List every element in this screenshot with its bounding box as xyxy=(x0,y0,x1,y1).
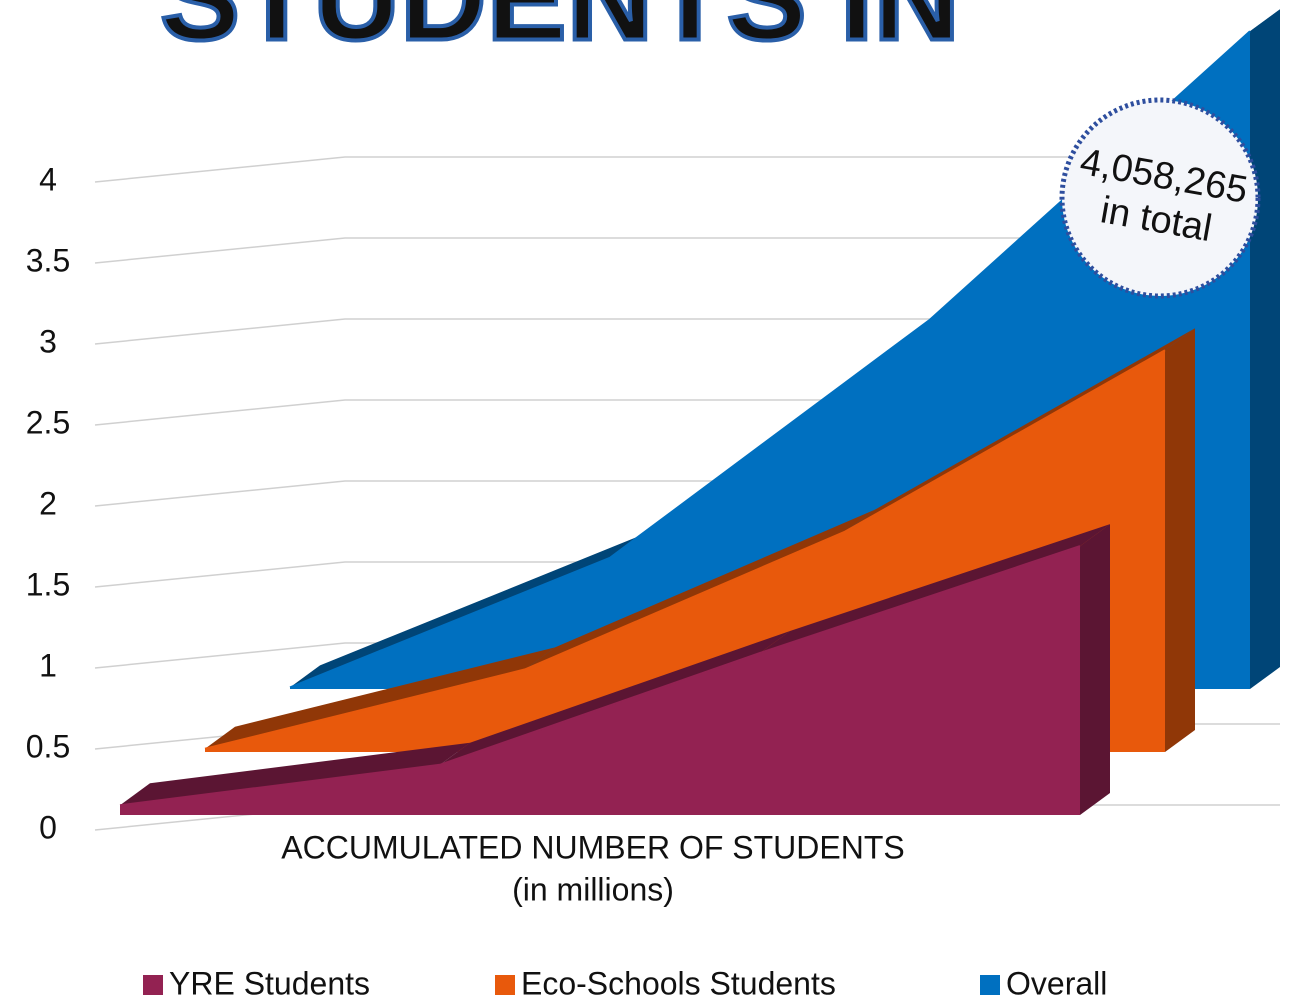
grid: 0 0.5 1 1.5 2 2.5 3 3.5 4 xyxy=(26,156,1280,845)
x-axis-label: ACCUMULATED NUMBER OF STUDENTS xyxy=(281,829,904,865)
chart-title: STUDENTS IN xyxy=(160,0,960,66)
y-tick-label: 2 xyxy=(39,485,57,521)
area-top-face xyxy=(205,647,555,749)
area-side-face xyxy=(1165,328,1195,752)
y-tick-label: 3.5 xyxy=(26,242,70,278)
area-top-face xyxy=(845,328,1195,532)
area-top-face xyxy=(760,524,1110,653)
x-axis-sublabel: (in millions) xyxy=(512,871,674,907)
area-top-face xyxy=(525,509,875,670)
annotation-badge xyxy=(1059,97,1261,299)
y-tick-label: 1.5 xyxy=(26,566,70,602)
legend-label: Overall xyxy=(1006,965,1107,1000)
y-tick-label: 3 xyxy=(39,323,57,359)
grid-line xyxy=(94,237,1280,264)
annotation: 4,058,265 in total xyxy=(1059,97,1261,299)
y-tick-label: 2.5 xyxy=(26,404,70,440)
area-line xyxy=(119,545,1081,807)
y-tick-label: 1 xyxy=(39,647,57,683)
area-top-face xyxy=(290,535,640,688)
area-top-face xyxy=(120,742,470,806)
area-side-face xyxy=(1250,9,1280,689)
y-tick-label: 0.5 xyxy=(26,728,70,764)
legend: Overall Eco-Schools Students YRE Students xyxy=(143,965,1107,1000)
y-tick-label: 4 xyxy=(39,161,57,197)
plot xyxy=(119,9,1280,815)
legend-swatch xyxy=(980,975,1000,995)
legend-label: YRE Students xyxy=(169,965,370,1000)
grid-line xyxy=(94,156,1280,183)
legend-swatch xyxy=(143,975,163,995)
legend-label: Eco-Schools Students xyxy=(521,965,836,1000)
legend-swatch xyxy=(495,975,515,995)
area-side-face xyxy=(1080,524,1110,815)
area-front-face xyxy=(120,546,1080,815)
area-line xyxy=(204,349,1166,750)
area-top-face xyxy=(440,631,790,765)
y-tick-label: 0 xyxy=(39,809,57,845)
